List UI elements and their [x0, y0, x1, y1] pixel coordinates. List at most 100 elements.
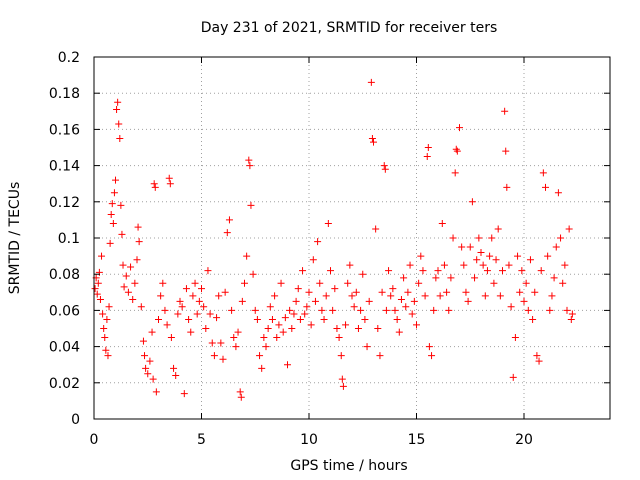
data-point: [531, 288, 539, 296]
data-point: [374, 325, 382, 332]
data-point: [95, 268, 103, 276]
data-point: [238, 297, 246, 305]
data-point: [106, 239, 114, 247]
data-point: [157, 292, 165, 300]
data-point: [109, 220, 117, 228]
data-point: [247, 201, 255, 209]
data-point: [348, 292, 356, 300]
data-point: [526, 256, 534, 264]
data-point: [473, 256, 481, 264]
data-point: [307, 321, 315, 329]
data-point: [314, 238, 322, 246]
y-tick-label: 0.12: [49, 195, 80, 211]
data-point: [273, 334, 281, 342]
x-axis-ticks: 0 5 10 15 20: [90, 57, 533, 448]
data-point: [496, 292, 504, 300]
data-point: [382, 306, 390, 314]
data-point: [380, 162, 388, 170]
data-point: [391, 306, 399, 314]
data-point: [346, 261, 354, 269]
chart-title: Day 231 of 2021, SRMTID for receiver ter…: [201, 20, 498, 36]
data-point: [550, 274, 558, 282]
data-point: [565, 225, 573, 233]
data-point: [338, 375, 346, 383]
data-point: [303, 303, 311, 311]
data-point: [139, 337, 147, 345]
data-point: [559, 279, 567, 287]
data-point: [428, 352, 436, 360]
data-point: [417, 252, 425, 260]
data-point: [299, 267, 307, 275]
data-point: [318, 306, 326, 314]
data-point: [245, 156, 253, 164]
data-point: [378, 288, 386, 296]
data-point: [275, 321, 283, 329]
data-point: [221, 288, 229, 296]
data-point: [206, 310, 214, 318]
data-point: [479, 261, 487, 269]
data-point: [135, 238, 143, 246]
data-point: [456, 124, 463, 132]
data-point: [499, 267, 506, 275]
data-point: [131, 279, 139, 287]
data-point: [486, 252, 494, 260]
data-point: [99, 310, 107, 318]
data-point: [286, 306, 294, 314]
data-point: [127, 263, 135, 271]
data-point: [452, 145, 460, 153]
data-point: [204, 267, 212, 275]
x-axis-label: GPS time / hours: [290, 458, 407, 474]
data-point: [234, 328, 242, 336]
data-point: [389, 285, 397, 293]
x-tick-label: 5: [197, 432, 206, 448]
data-point: [236, 388, 244, 396]
data-point: [180, 390, 188, 398]
data-point: [440, 261, 448, 269]
data-point: [501, 107, 509, 115]
data-point: [542, 183, 549, 191]
data-point: [381, 165, 389, 173]
data-point: [464, 297, 472, 305]
data-point: [174, 310, 182, 318]
data-point: [118, 230, 126, 238]
data-point: [361, 315, 369, 323]
data-point: [502, 147, 510, 155]
data-point: [149, 375, 157, 383]
data-point: [462, 288, 470, 296]
data-point: [200, 303, 208, 311]
x-tick-label: 10: [300, 432, 318, 448]
data-point: [331, 285, 339, 293]
data-point: [290, 310, 298, 318]
data-point: [101, 334, 109, 342]
data-point: [453, 147, 461, 155]
data-point: [481, 292, 489, 300]
data-point: [117, 201, 125, 209]
data-point: [223, 229, 231, 237]
data-point: [410, 297, 418, 305]
data-point: [490, 279, 498, 287]
data-point: [458, 243, 466, 251]
data-point: [185, 315, 193, 323]
data-point: [451, 169, 459, 177]
data-point: [115, 120, 123, 128]
y-tick-label: 0.04: [49, 340, 80, 356]
data-point: [142, 364, 150, 372]
data-point: [146, 357, 154, 365]
data-point: [438, 220, 446, 228]
plot-frame: [93, 56, 611, 420]
data-point: [281, 314, 289, 322]
data-point: [102, 346, 110, 354]
data-point: [256, 352, 264, 360]
data-point: [288, 325, 296, 332]
data-point: [400, 274, 408, 282]
data-point: [402, 303, 410, 311]
data-point: [557, 234, 565, 242]
data-point: [466, 243, 474, 251]
data-point: [264, 325, 272, 332]
data-point: [316, 279, 324, 287]
data-point: [176, 297, 184, 305]
y-axis-ticks: 0 0.02 0.04 0.06 0.08 0.1 0.12 0.14 0.16 0.18 0.2: [49, 50, 610, 428]
data-point: [421, 292, 429, 300]
data-point: [105, 303, 113, 311]
data-point: [225, 216, 233, 224]
